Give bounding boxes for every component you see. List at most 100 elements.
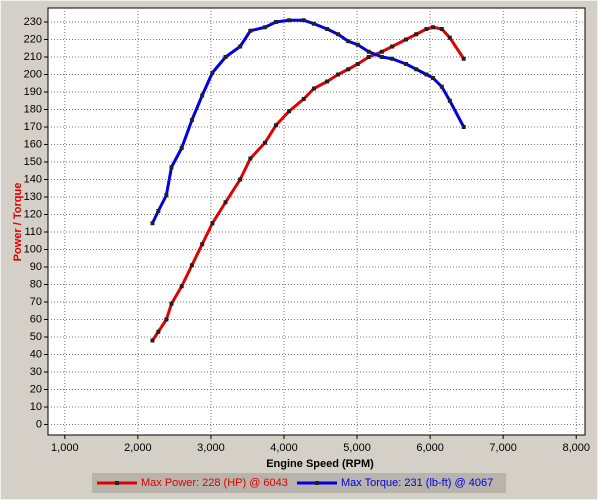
data-point [200,93,205,98]
legend-marker [315,481,319,485]
data-point [461,56,466,61]
y-tick-label: 80 [30,278,42,290]
data-point [262,25,267,30]
data-point [431,25,436,30]
data-point [325,79,330,84]
x-tick-label: 4,000 [270,442,298,454]
y-tick-label: 160 [24,138,42,150]
data-point [223,55,228,59]
data-point [325,27,330,31]
y-tick-label: 100 [24,243,42,255]
x-tick-label: 5,000 [343,442,371,454]
data-point [189,263,194,268]
y-tick-label: 150 [24,156,42,168]
legend-marker [115,481,119,485]
data-point [238,44,243,49]
y-tick-label: 130 [24,191,42,203]
data-point [248,156,253,161]
y-tick-label: 70 [30,296,42,308]
data-point [424,27,429,31]
y-tick-label: 110 [24,226,42,238]
data-point [414,32,419,37]
data-point [189,118,194,122]
y-tick-label: 120 [24,208,42,220]
data-point [336,32,341,37]
y-tick-label: 220 [24,33,42,45]
data-point [273,123,278,128]
data-point [156,329,161,334]
data-point [447,98,452,103]
x-tick-label: 3,000 [197,442,225,454]
data-point [200,242,205,247]
y-tick-label: 10 [30,401,42,413]
y-tick-label: 140 [24,173,42,185]
data-point [150,221,155,226]
plot-area [47,7,586,436]
x-tick-label: 7,000 [489,442,517,454]
y-tick-label: 90 [30,261,42,273]
x-tick-label: 2,000 [124,442,152,454]
x-tick-label: 8,000 [562,442,590,454]
y-tick-label: 20 [30,383,42,395]
data-point [390,44,395,49]
data-point [311,21,316,26]
data-point [439,27,444,31]
data-point [390,56,395,61]
data-point [223,200,228,205]
data-point [179,284,184,289]
data-point [273,20,278,24]
data-point [210,221,215,226]
data-point [262,140,267,145]
data-point [248,28,253,33]
data-point [164,193,169,198]
data-point [346,67,351,72]
data-point [439,84,444,89]
legend-label: Max Torque: 231 (lb-ft) @ 4067 [341,477,493,489]
data-point [431,76,436,80]
data-point [424,72,429,77]
data-point [379,55,384,59]
y-tick-label: 30 [30,366,42,378]
data-point [301,97,306,101]
y-tick-label: 210 [24,51,42,63]
y-axis-label: Power / Torque [12,183,24,262]
data-point [287,18,292,23]
data-point [156,209,161,213]
y-tick-label: 230 [24,16,42,28]
data-point [311,86,316,91]
data-point [210,70,215,75]
data-point [366,49,371,54]
y-tick-label: 200 [24,68,42,80]
y-tick-label: 170 [24,121,42,133]
data-point [414,67,419,72]
y-tick-label: 50 [30,331,42,343]
data-point [379,49,384,54]
data-point [164,317,169,322]
data-point [301,18,306,23]
data-point [346,39,351,44]
data-point [355,42,360,47]
data-point [355,62,360,66]
y-tick-label: 40 [30,348,42,360]
y-tick-label: 190 [24,86,42,98]
y-tick-label: 0 [36,418,42,430]
data-point [336,72,341,77]
y-tick-label: 180 [24,103,42,115]
data-point [179,146,184,150]
data-point [366,55,371,59]
data-point [404,37,408,42]
data-point [150,338,155,343]
y-tick-label: 60 [30,313,42,325]
data-point [287,109,292,114]
data-point [447,35,452,40]
data-point [169,301,174,306]
x-axis-label: Engine Speed (RPM) [266,458,374,470]
data-point [169,165,174,170]
data-point [404,62,408,66]
x-tick-label: 1,000 [51,442,79,454]
x-tick-label: 6,000 [416,442,444,454]
data-point [461,125,466,129]
data-point [238,177,243,182]
legend-label: Max Power: 228 (HP) @ 6043 [141,477,288,489]
